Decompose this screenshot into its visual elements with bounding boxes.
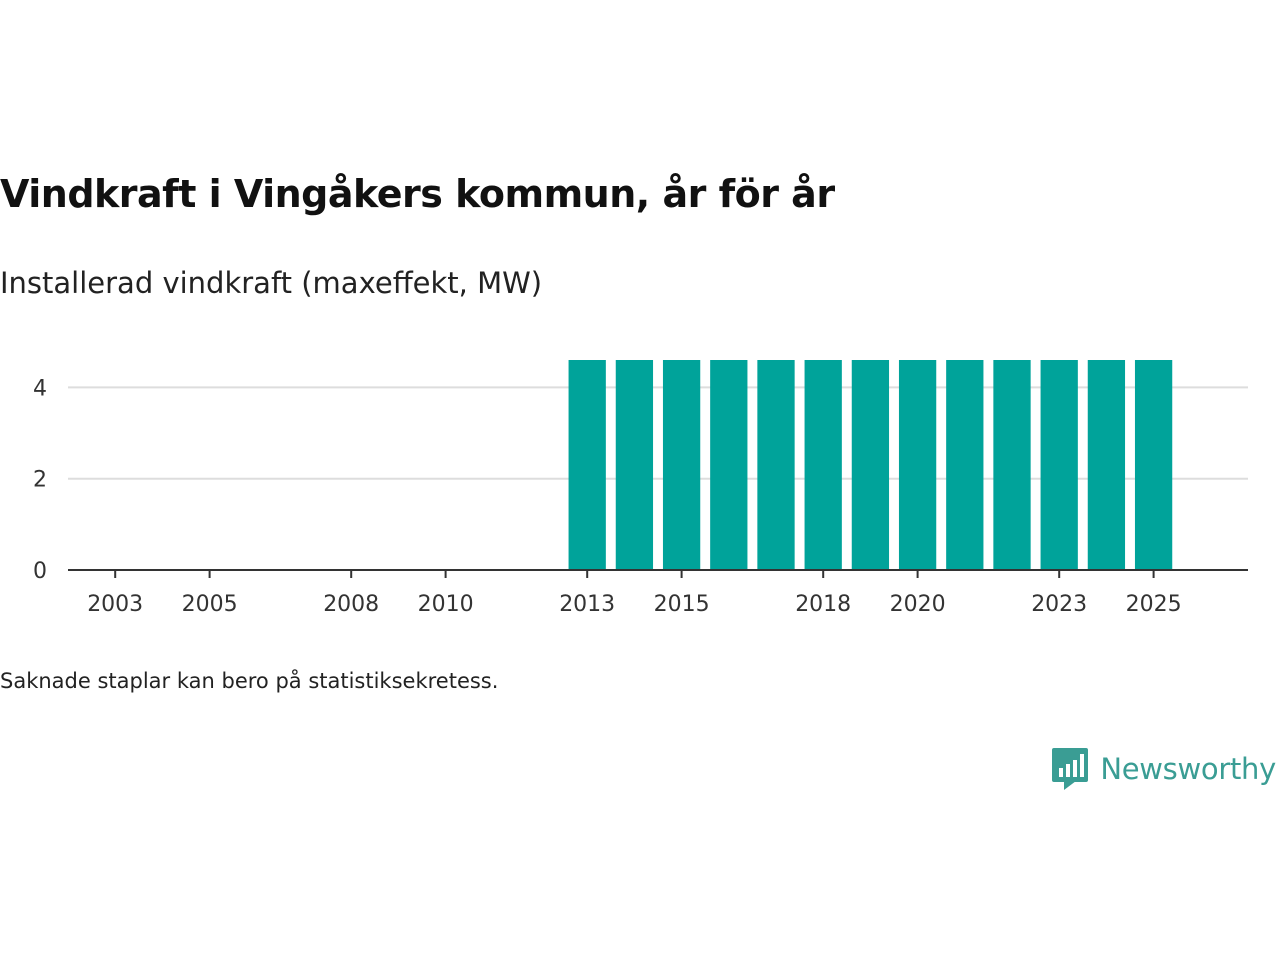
bar-2024 (1087, 360, 1126, 570)
x-tick-label: 2003 (87, 592, 143, 617)
x-tick-label: 2010 (418, 592, 474, 617)
axes: 0 2 4 2003 2005 2008 2010 2013 2015 2018 2020 2023 2… (33, 376, 1248, 617)
bars (568, 360, 1173, 570)
x-tick-label: 2013 (559, 592, 615, 617)
y-tick-label: 2 (33, 468, 47, 493)
chart-title: Vindkraft i Vingåkers kommun, år för år (0, 172, 835, 216)
x-tick-label: 2018 (795, 592, 851, 617)
bar-2017 (757, 360, 795, 570)
bar-2016 (710, 360, 748, 570)
bar-chart-speech-bubble-icon (1052, 748, 1089, 790)
bar-2019 (851, 360, 890, 570)
bar-2025 (1134, 360, 1173, 570)
bar-2013 (568, 360, 606, 570)
bar-2014 (615, 360, 654, 570)
x-tick-label: 2015 (654, 592, 710, 617)
bar-2020 (898, 360, 937, 570)
x-tick-label: 2005 (182, 592, 238, 617)
y-tick-label: 0 (33, 559, 47, 584)
x-tick-label: 2020 (890, 592, 946, 617)
x-tick-label: 2025 (1126, 592, 1182, 617)
x-tick-label: 2023 (1031, 592, 1087, 617)
bar-chart: 0 2 4 2003 2005 2008 2010 2013 2015 2018 2020 2023 2… (33, 360, 1248, 617)
bar-2015 (662, 360, 701, 570)
chart-subtitle: Installerad vindkraft (maxeffekt, MW) (0, 266, 543, 300)
footnote: Saknade staplar kan bero på statistiksek… (0, 669, 499, 693)
y-tick-label: 4 (33, 376, 47, 401)
brand-logo: Newsworthy (1052, 748, 1276, 790)
bar-2018 (804, 360, 842, 570)
x-tick-label: 2008 (323, 592, 379, 617)
bar-2023 (1040, 360, 1078, 570)
bar-2021 (946, 360, 984, 570)
bar-2022 (993, 360, 1031, 570)
brand-name: Newsworthy (1100, 752, 1276, 786)
